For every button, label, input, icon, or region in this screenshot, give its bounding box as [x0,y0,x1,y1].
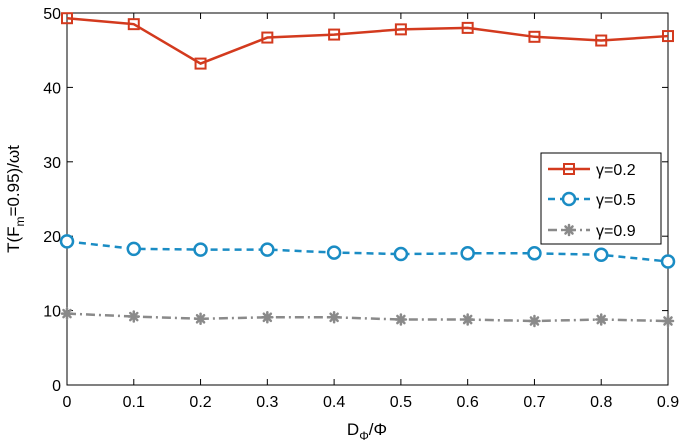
data-point-star [461,313,474,326]
y-tick-label: 10 [43,304,61,321]
data-point-star [594,313,608,326]
x-tick-label: 0 [63,394,72,411]
series-layer [59,12,676,328]
series-1 [61,12,674,70]
legend-entry: γ=0.5 [548,191,636,209]
data-point-star [327,311,341,324]
y-axis: 0 10 20 30 40 50 [43,6,668,395]
legend-entry: γ=0.9 [548,223,636,240]
x-tick-label: 0.7 [523,394,545,411]
data-point-star [60,307,74,320]
data-point-star [528,314,541,328]
y-tick-label: 0 [52,378,61,395]
x-tick-label: 0.9 [657,394,679,411]
y-tick-label: 40 [43,80,61,97]
legend-label: γ=0.5 [596,192,636,209]
data-point-square [662,30,674,43]
data-point-circle [393,246,409,262]
y-tick-label: 30 [43,155,61,172]
data-point-circle [527,246,542,261]
data-point-star [194,312,207,326]
x-tick-label: 0.2 [189,394,211,411]
data-point-circle [126,241,142,257]
data-point-square [194,57,207,70]
legend-label: γ=0.2 [596,162,636,179]
data-point-square [595,34,608,47]
data-point-star [562,223,576,237]
x-tick-label: 0.1 [123,394,145,411]
x-axis-label: DΦ/Φ [347,420,387,443]
x-tick-label: 0.8 [590,394,612,411]
data-point-square [563,163,575,175]
data-point-star [261,311,274,324]
x-axis: 0 0.1 0.2 0.3 0.4 0.5 0.6 0.7 0.8 0.9 [63,13,679,411]
data-point-circle [59,234,75,249]
data-point-star [127,310,141,323]
data-point-square [528,30,541,43]
x-tick-label: 0.4 [323,394,345,411]
data-point-square [127,18,140,31]
legend: γ=0.2 γ=0.5 γ=0.9 [540,152,662,245]
data-point-square [328,28,341,41]
data-point-square [61,12,73,25]
series-line [66,240,669,263]
data-point-circle [460,246,475,261]
y-axis-label: T(Fm=0.95)/ωt [4,145,27,253]
legend-label: γ=0.9 [596,223,636,240]
x-tick-label: 0.3 [256,394,278,411]
series-line [66,312,669,323]
data-point-circle [326,245,342,260]
data-point-circle [593,247,609,263]
data-point-circle [193,242,208,257]
data-point-square [394,23,407,36]
series-3 [60,307,675,328]
data-point-square [461,21,474,34]
x-tick-label: 0.6 [457,394,479,411]
data-point-square [261,31,274,44]
series-line [66,16,669,65]
data-point-circle [660,254,676,269]
data-point-circle [260,242,275,257]
y-tick-label: 50 [43,6,61,23]
data-point-circle [561,191,577,207]
y-tick-label: 20 [43,229,61,246]
series-2 [59,234,676,269]
data-point-star [394,313,408,326]
x-tick-label: 0.5 [390,394,412,411]
data-point-star [661,314,675,328]
legend-entry: γ=0.2 [548,162,636,179]
